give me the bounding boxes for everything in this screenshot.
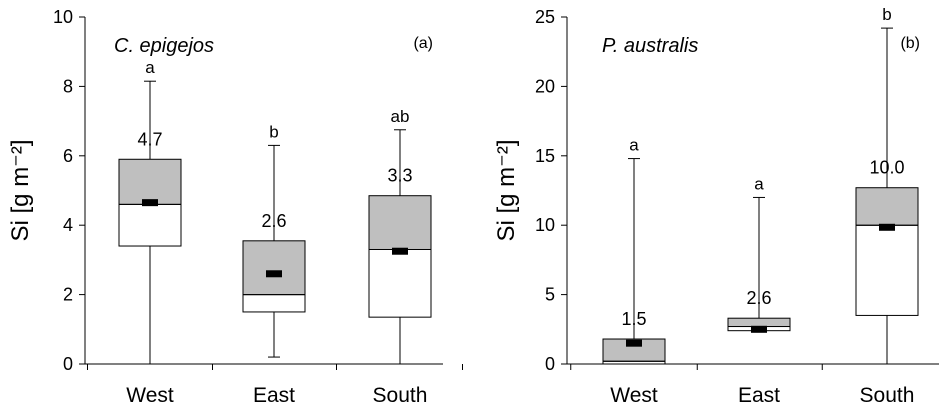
panel-b-category-label-south: South [860, 384, 915, 407]
panel-b-y-axis-label: Si [g m⁻²] [493, 139, 520, 241]
panel-b-significance-letter-west: a [629, 136, 639, 155]
panel-a-y-tick-label: 0 [63, 354, 73, 374]
panel-b-species-title: P. australis [602, 35, 698, 57]
panel-a-y-tick-label: 6 [63, 146, 73, 166]
panel-a-category-label-east: East [253, 384, 295, 407]
panel-a-mean-marker-east [266, 270, 282, 278]
panel-a-box-lower-south [368, 248, 432, 318]
panel-a-y-tick-label: 10 [53, 7, 73, 27]
panel-b-y-tick-label: 0 [545, 354, 555, 374]
panel-b-y-tick-label: 5 [545, 285, 555, 305]
panel-a-significance-letter-south: ab [391, 107, 410, 126]
panel-b-category-label-west: West [610, 384, 658, 407]
panel-b-y-tick-label: 20 [535, 76, 555, 96]
panel-b-mean-marker-south [879, 223, 895, 231]
panel-a-box-upper-west [118, 158, 182, 205]
panel-b-box-upper-south [855, 187, 919, 226]
panel-b-mean-label-east: 2.6 [746, 288, 771, 308]
panel-b-mean-marker-west [626, 339, 642, 347]
panel-b-mean-label-south: 10.0 [869, 158, 904, 178]
panel-a-significance-letter-east: b [269, 122, 278, 141]
panel-a-category-label-south: South [373, 384, 428, 407]
panel-a-y-tick-label: 4 [63, 215, 73, 235]
panel-a-species-title: C. epigejos [114, 35, 214, 57]
panel-a-mean-label-south: 3.3 [387, 166, 412, 186]
panel-a-y-tick-label: 2 [63, 285, 73, 305]
panel-b-y-tick-label: 10 [535, 215, 555, 235]
panel-b-box-lower-south [855, 224, 919, 316]
panel-b-mean-marker-east [751, 325, 767, 333]
panel-a-box-upper-south [368, 195, 432, 250]
panel-a-y-axis-label: Si [g m⁻²] [7, 139, 34, 241]
panel-b-y-tick-label: 15 [535, 146, 555, 166]
panel-a-mean-marker-west [142, 199, 158, 207]
panel-b-significance-letter-south: b [882, 5, 891, 24]
panel-b-box-upper-east [727, 317, 791, 328]
panel-a-category-label-west: West [126, 384, 174, 407]
panel-a-box-lower-west [118, 203, 182, 247]
panel-b-category-label-east: East [738, 384, 780, 407]
panel-b-y-tick-label: 25 [535, 7, 555, 27]
panel-b-panel-label: (b) [900, 35, 920, 52]
panel-b-significance-letter-east: a [754, 174, 764, 193]
panel-a-box-lower-east [242, 294, 306, 313]
panel-b-mean-label-west: 1.5 [621, 309, 646, 329]
panel-a-mean-label-east: 2.6 [261, 211, 286, 231]
panel-a-y-tick-label: 8 [63, 76, 73, 96]
panel-a-panel-label: (a) [413, 35, 433, 52]
panel-a-mean-label-west: 4.7 [137, 129, 162, 149]
panel-a-box-upper-east [242, 240, 306, 296]
panel-a-significance-letter-west: a [145, 58, 155, 77]
panel-a-mean-marker-south [392, 247, 408, 255]
